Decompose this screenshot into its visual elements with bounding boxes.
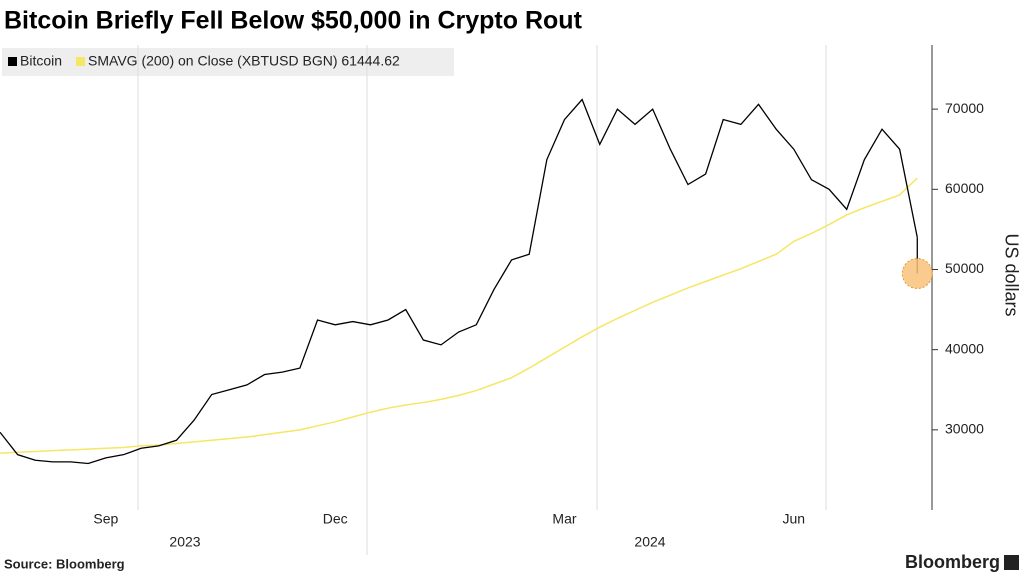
y-tick-label: 70000 [945,100,984,116]
brand: Bloomberg [905,552,1000,572]
chart-title: Bitcoin Briefly Fell Below $50,000 in Cr… [4,7,583,35]
quarter-lines [137,45,827,555]
legend-label: SMAVG (200) on Close (XBTUSD BGN) 61444.… [88,53,400,69]
legend-swatch [8,57,17,66]
legend-label: Bitcoin [20,53,62,69]
year-label: 2024 [634,534,665,550]
y-axis-label: US dollars [1001,233,1021,316]
brand-icon [1004,555,1019,570]
y-tick-label: 30000 [945,421,984,437]
low-marker [901,257,933,289]
y-tick-label: 40000 [945,340,984,356]
x-tick-label: Dec [323,511,348,527]
x-tick-label: Sep [93,511,118,527]
series-line [0,98,918,465]
series-line [0,177,918,454]
x-tick-label: Mar [552,511,576,527]
year-label: 2023 [169,534,200,550]
y-tick-label: 60000 [945,180,984,196]
source: Source: Bloomberg [4,556,125,571]
y-tick-label: 50000 [945,260,984,276]
legend-swatch [76,57,86,66]
x-tick-label: Jun [783,511,806,527]
